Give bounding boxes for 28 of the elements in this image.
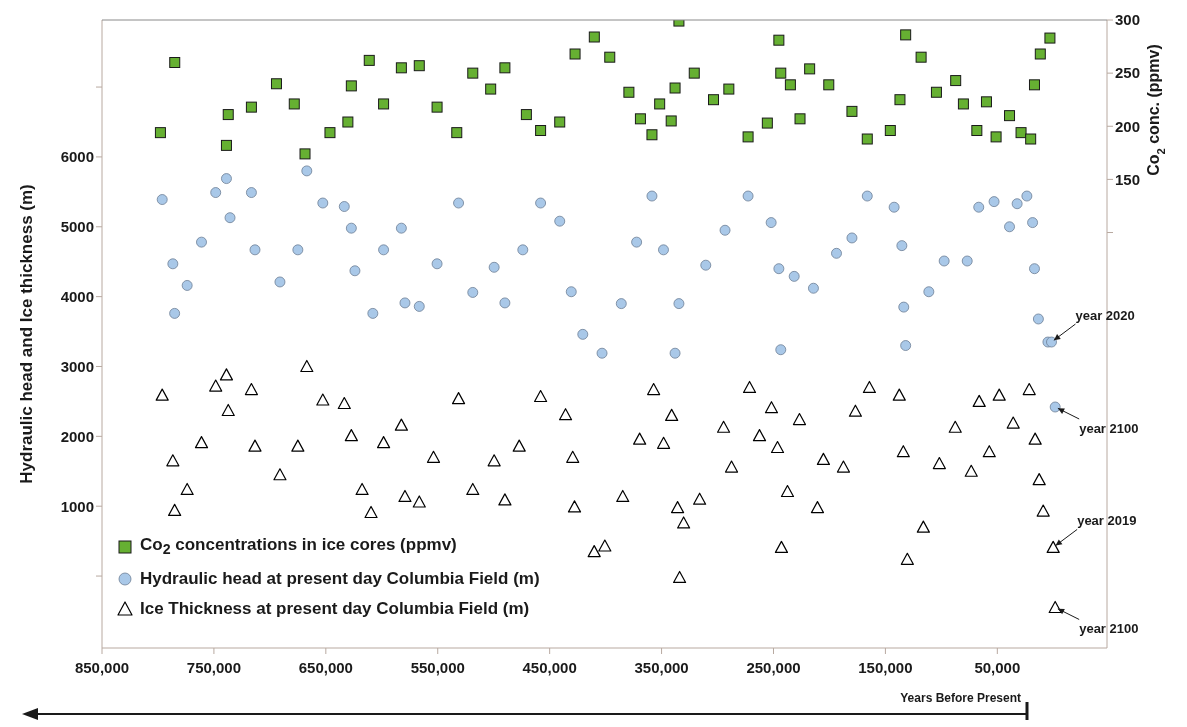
annotation: year 2019 — [1077, 513, 1137, 529]
x-tick-label: 450,000 — [522, 658, 577, 676]
y-tick-label: 5000 — [60, 218, 94, 236]
y-tick-label: 3000 — [60, 357, 94, 375]
x-tick-label: 750,000 — [186, 658, 242, 676]
x-tick-label: 850,000 — [74, 658, 130, 676]
y2-tick-label: 200 — [1115, 117, 1141, 135]
x-tick-label: 150,000 — [858, 658, 913, 676]
x-tick-label: 350,000 — [634, 658, 689, 676]
x-tick-label: 250,000 — [746, 658, 801, 676]
y2-tick-label: 150 — [1115, 170, 1141, 188]
y2-tick-label: 250 — [1115, 64, 1141, 82]
x-tick-label: 50,000 — [974, 658, 1021, 676]
legend-label: Co$_{2}$ concentrations in ice cores (ppmv) — [140, 534, 457, 560]
text: Years Before Present — [900, 691, 1021, 705]
annotation: year 2020 — [1075, 308, 1135, 324]
y-tick-label: 2000 — [60, 427, 94, 445]
x-tick-label: 550,000 — [410, 658, 465, 676]
y-tick-label: 1000 — [60, 497, 94, 515]
annotation: year 2100 — [1079, 421, 1139, 436]
y2-tick-label: 300 — [1115, 11, 1141, 29]
x-tick-label: 650,000 — [298, 658, 353, 676]
y-tick-label: 4000 — [60, 287, 94, 305]
annotation: year 2100 — [1079, 621, 1139, 637]
y-tick-label: 6000 — [60, 148, 94, 166]
legend-label: Ice Thickness at present day Columbia Field (m) — [140, 598, 530, 621]
y-axis-title: Hydraulic head and Ice thickness (m) — [17, 184, 36, 484]
legend-label: Hydraulic head at present day Columbia Field (m) — [140, 568, 540, 591]
